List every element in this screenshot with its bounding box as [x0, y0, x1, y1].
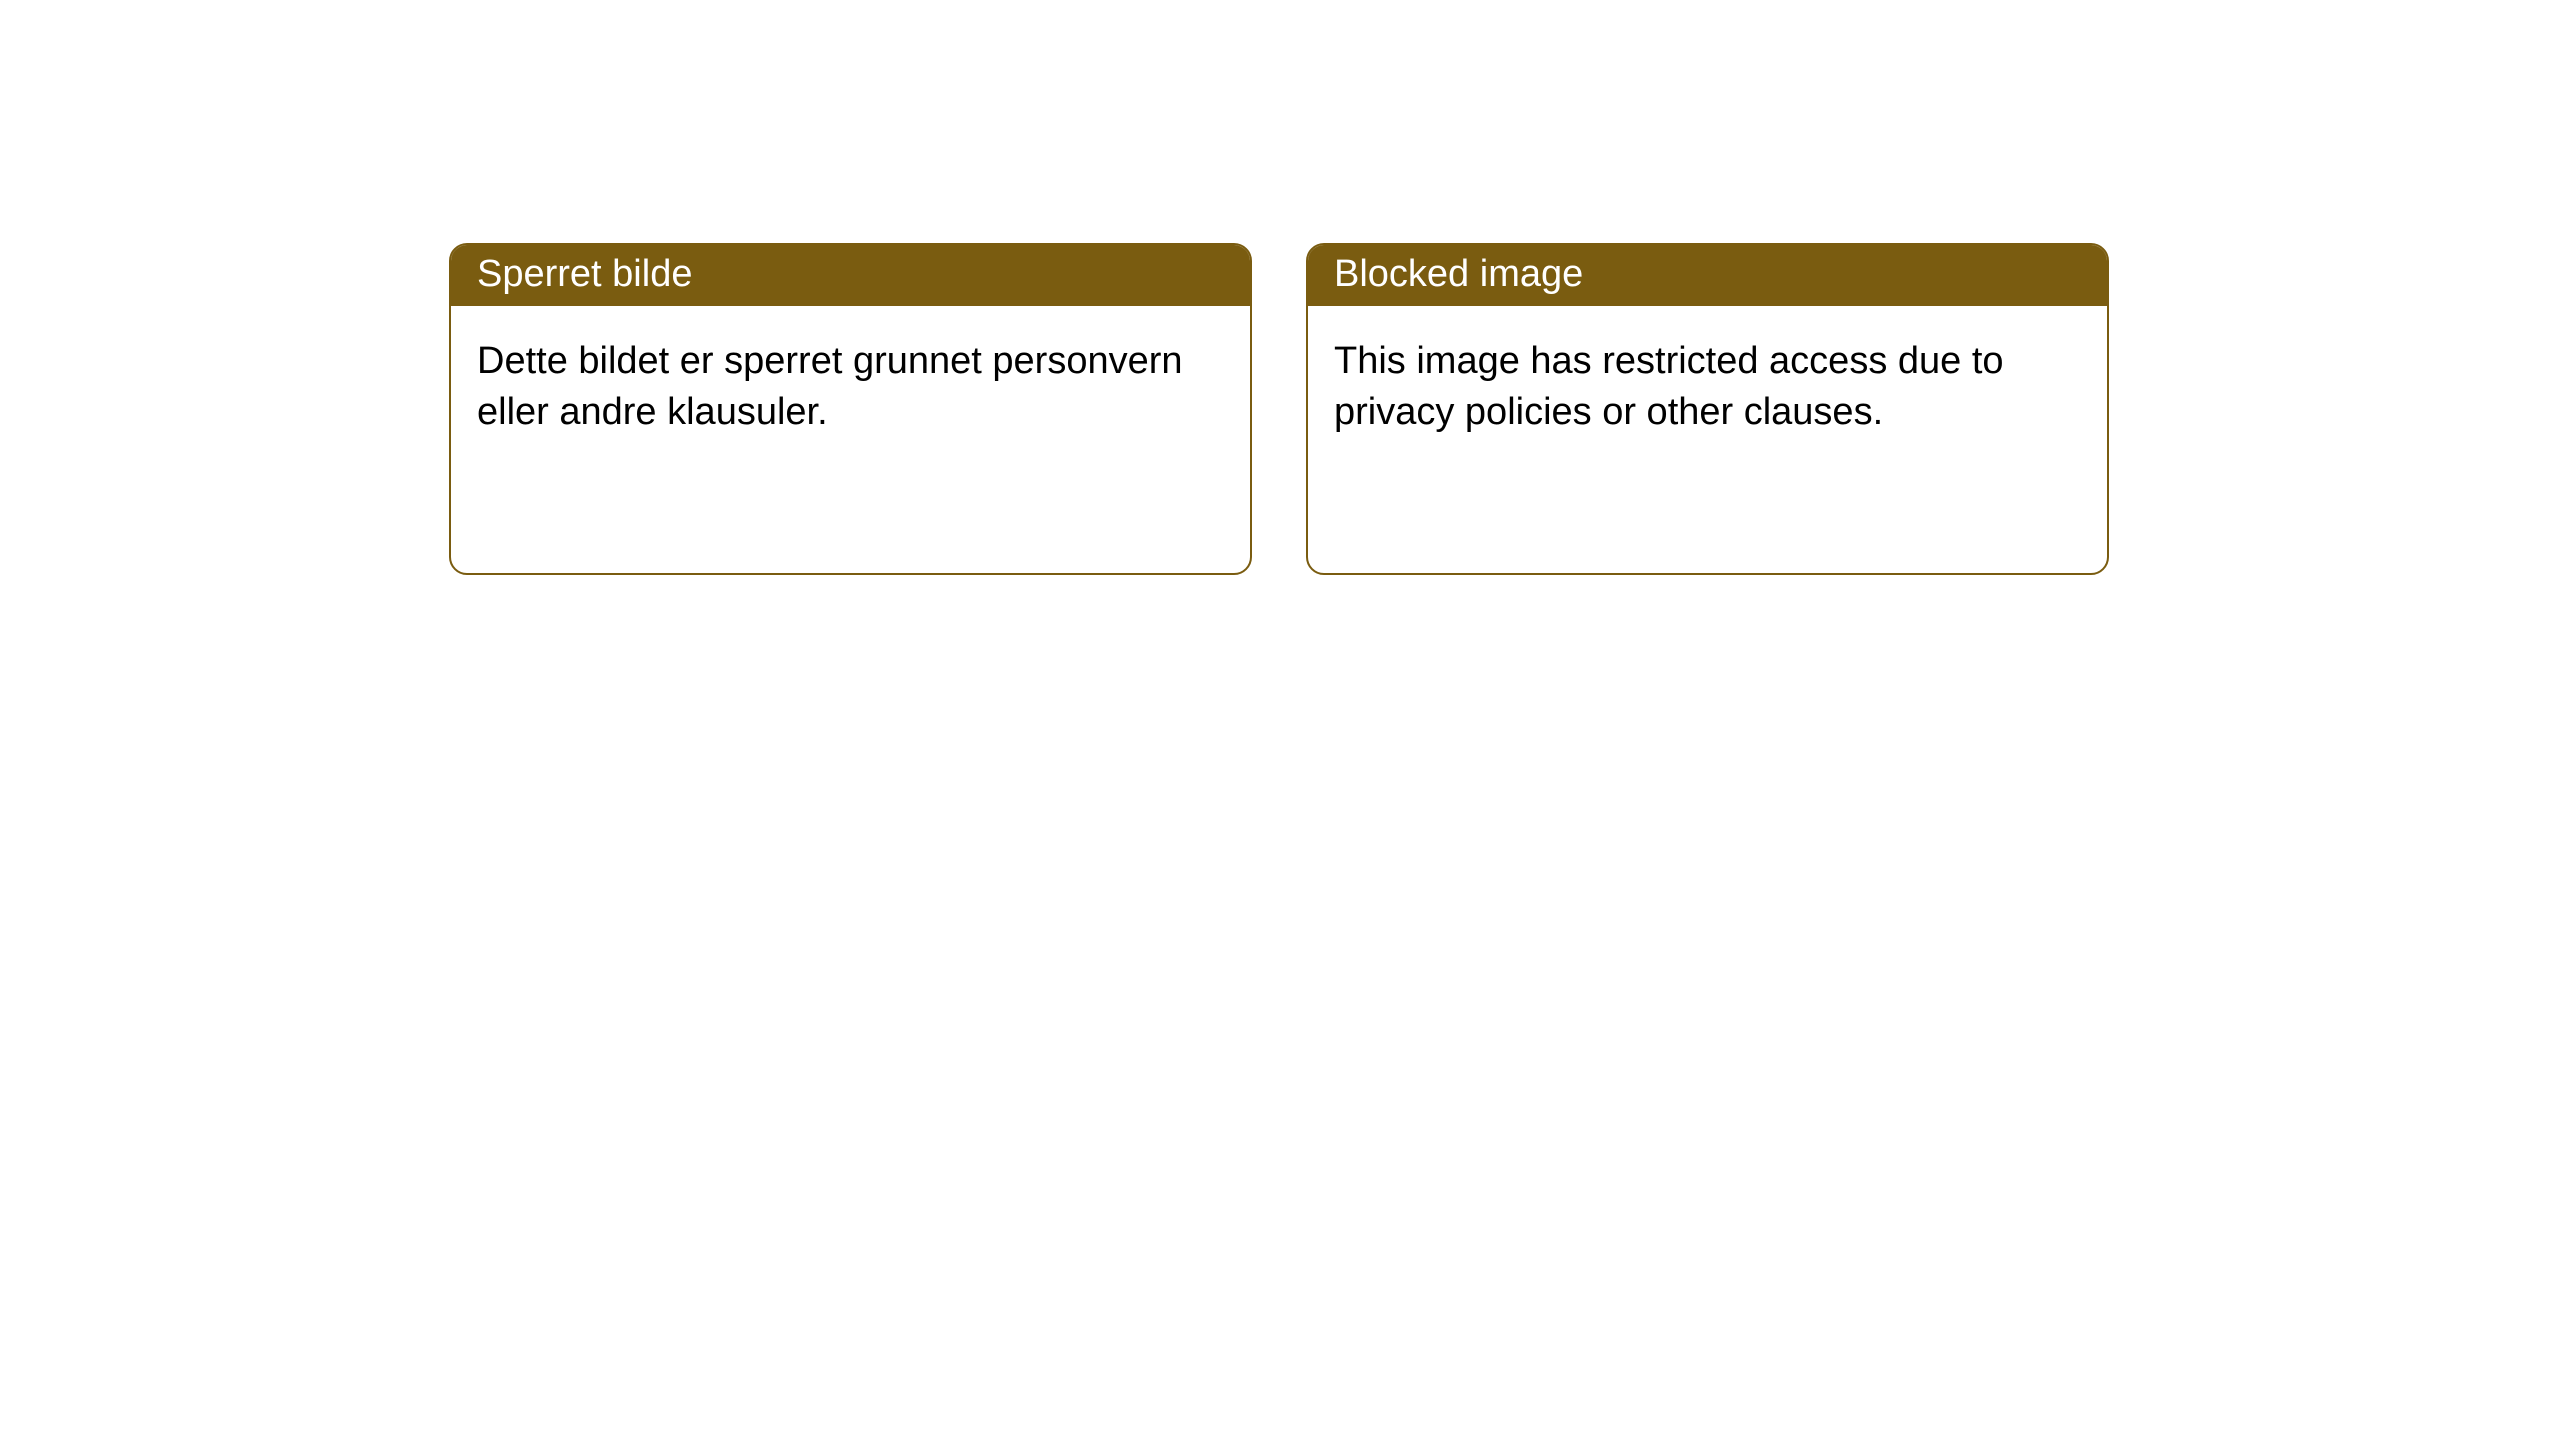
card-body: This image has restricted access due to … — [1308, 306, 2107, 469]
notice-cards-container: Sperret bilde Dette bildet er sperret gr… — [449, 243, 2560, 575]
notice-card-norwegian: Sperret bilde Dette bildet er sperret gr… — [449, 243, 1252, 575]
card-body: Dette bildet er sperret grunnet personve… — [451, 306, 1250, 469]
card-title: Sperret bilde — [477, 253, 692, 295]
card-body-text: Dette bildet er sperret grunnet personve… — [477, 340, 1183, 433]
card-header: Sperret bilde — [451, 245, 1250, 306]
card-title: Blocked image — [1334, 253, 1583, 295]
card-header: Blocked image — [1308, 245, 2107, 306]
notice-card-english: Blocked image This image has restricted … — [1306, 243, 2109, 575]
card-body-text: This image has restricted access due to … — [1334, 340, 2004, 433]
